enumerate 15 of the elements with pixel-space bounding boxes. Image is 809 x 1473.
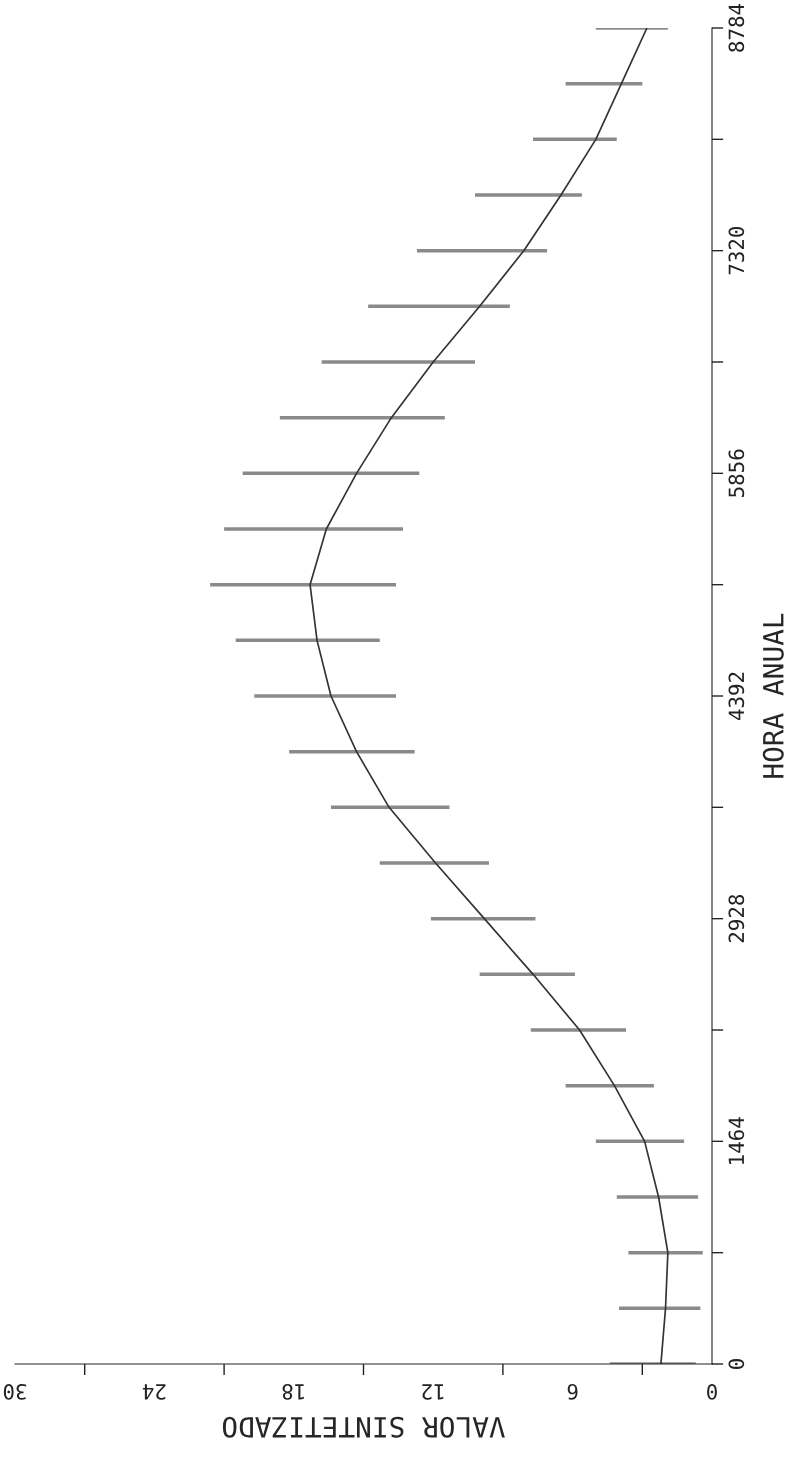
y-tick-label: 4392	[728, 672, 745, 721]
x-tick-label: 12	[422, 1384, 444, 1400]
x-tick-label: 18	[282, 1384, 304, 1400]
y-tick-label: 8784	[728, 3, 745, 52]
y-axis-title: HORA ANUAL	[762, 613, 784, 778]
x-tick-label: 0	[707, 1384, 717, 1400]
y-tick-label: 1464	[728, 1117, 745, 1164]
x-tick-label: 6	[567, 1384, 578, 1400]
x-tick-label: 30	[3, 1384, 27, 1400]
y-tick-label: 2928	[728, 894, 745, 943]
y-tick-label: 0	[728, 1359, 745, 1369]
y-tick-label: 7320	[728, 226, 745, 275]
x-tick-label: 24	[142, 1384, 166, 1400]
x-axis-title: VALOR SINTETIZADO	[222, 1416, 505, 1438]
y-tick-label: 5856	[728, 449, 745, 497]
